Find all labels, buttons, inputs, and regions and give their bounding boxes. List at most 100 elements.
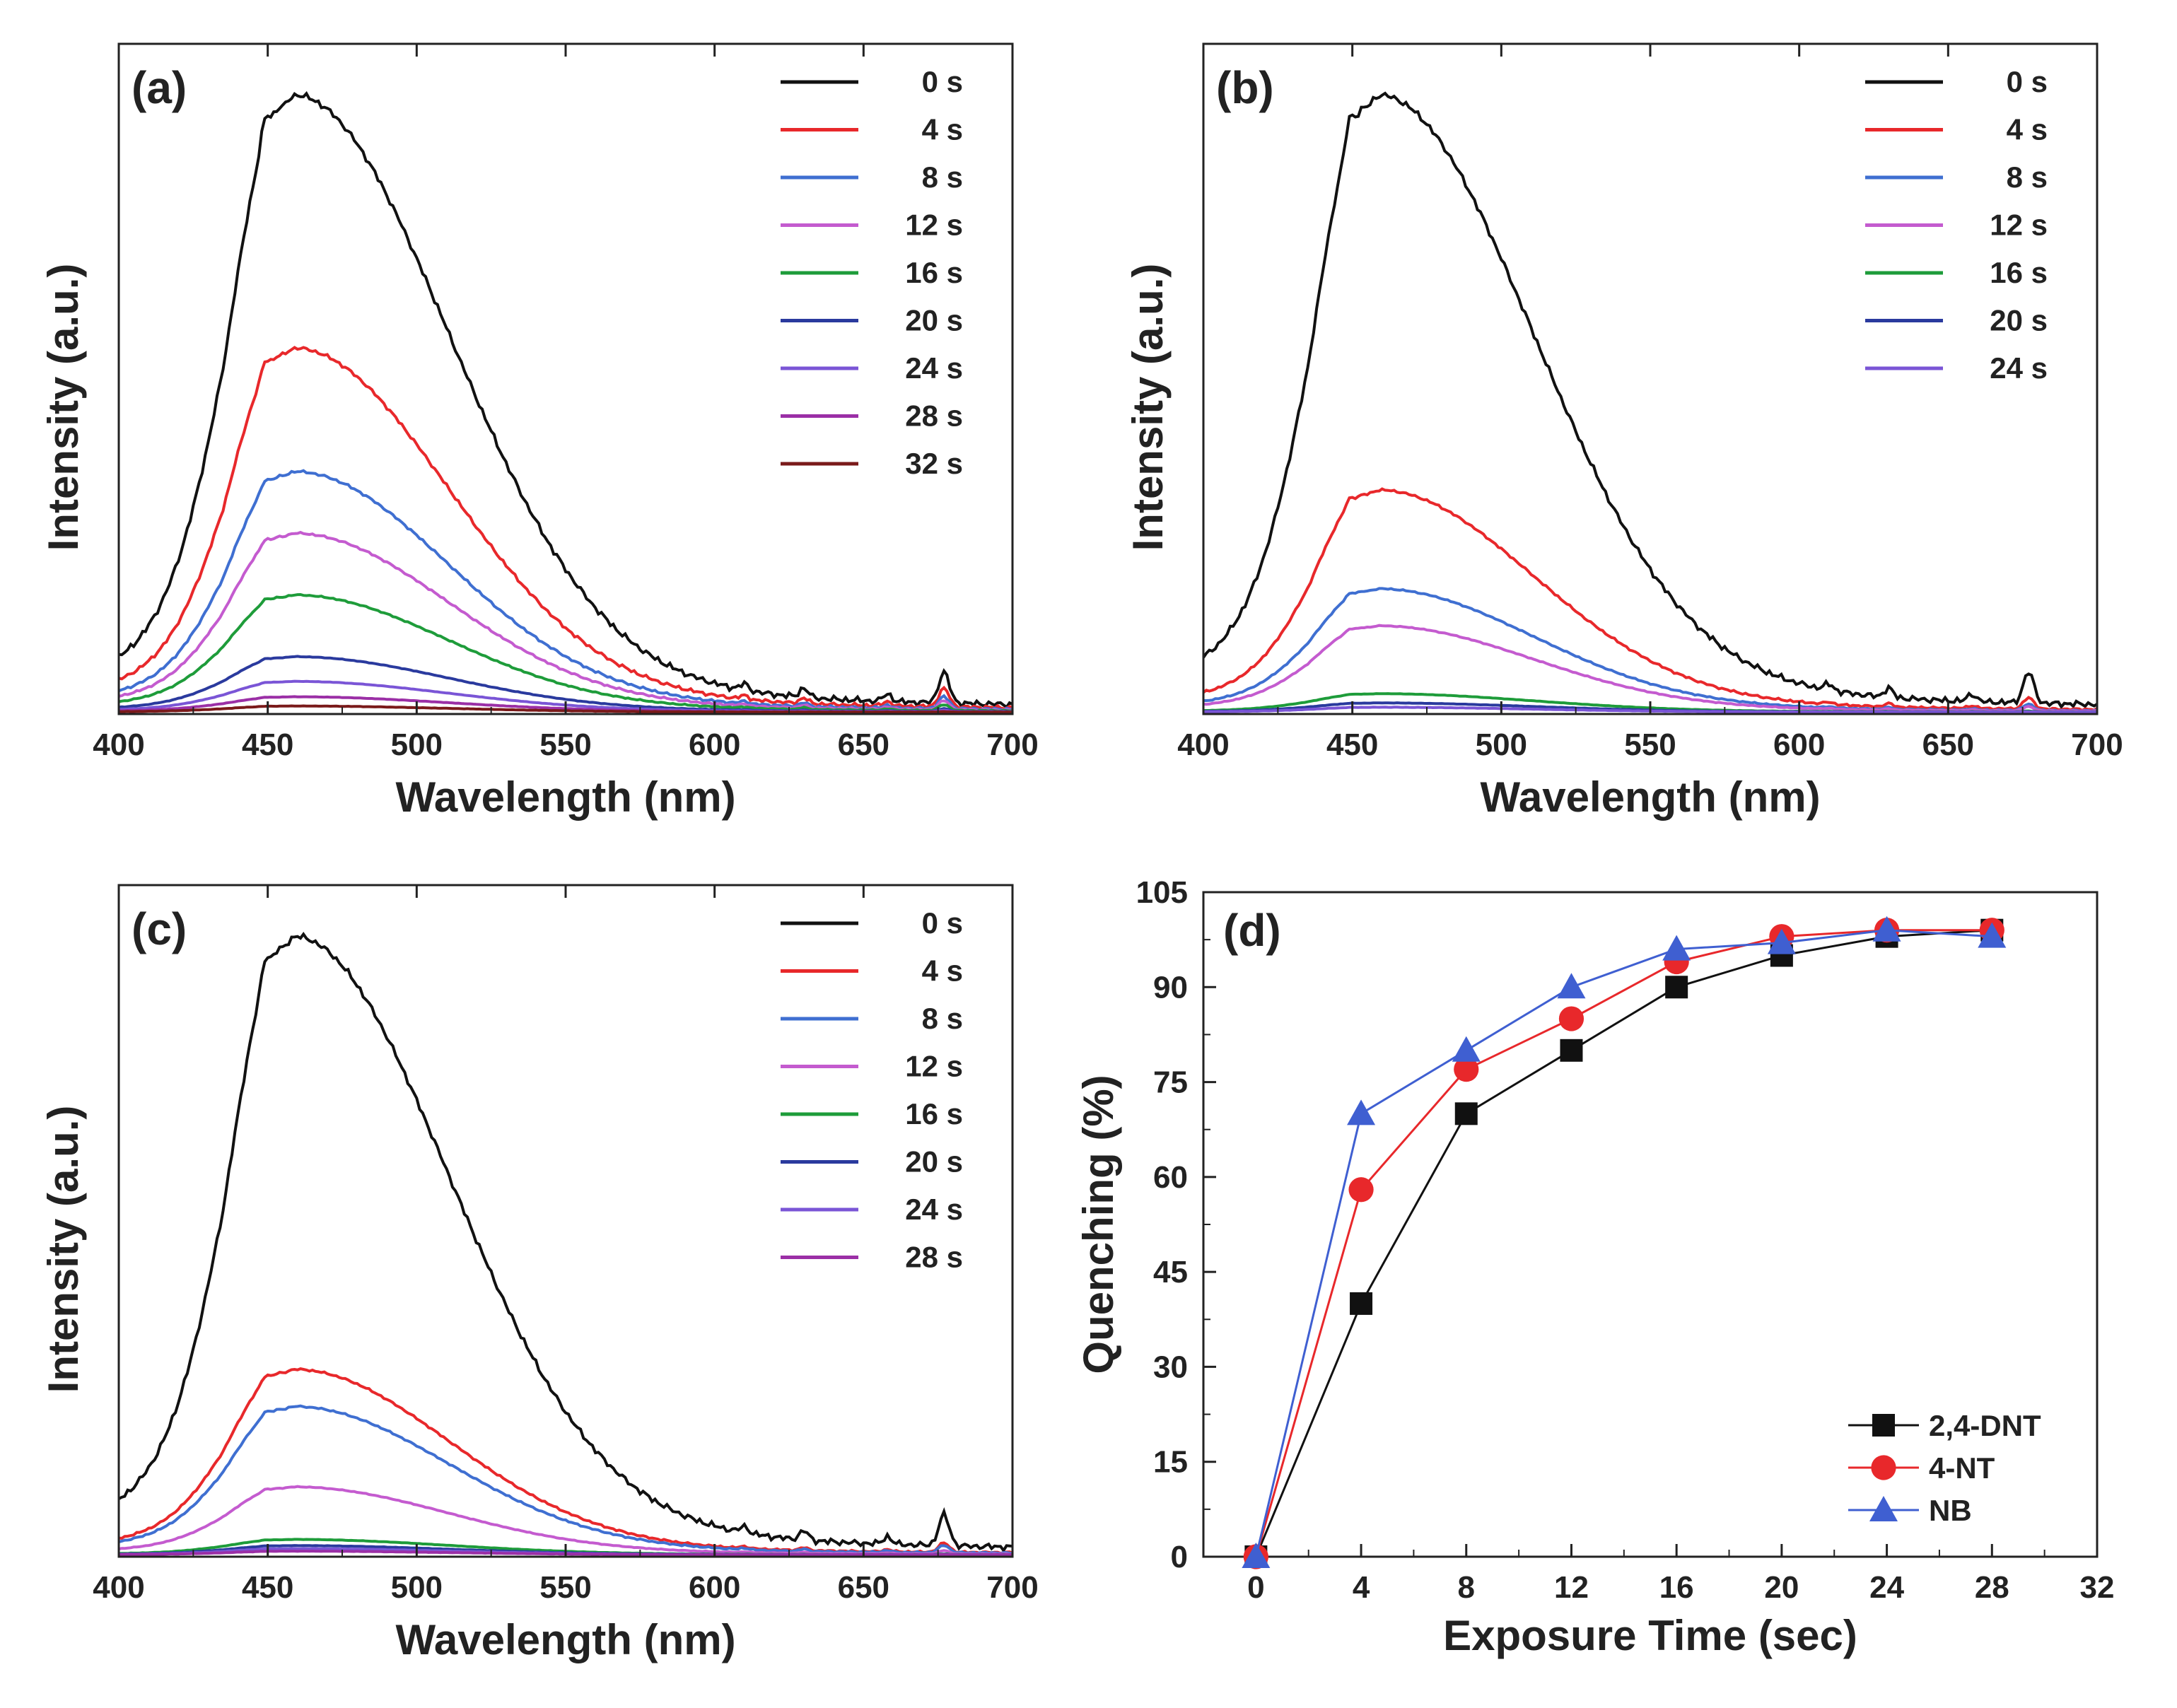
legend-label: 0 s: [922, 906, 963, 940]
data-point: [1869, 1496, 1898, 1521]
y-tick-label: 45: [1153, 1255, 1188, 1289]
x-tick-label: 450: [242, 727, 293, 762]
y-tick-label: 15: [1153, 1445, 1188, 1480]
x-tick-label: 550: [539, 1570, 591, 1605]
legend-label: 28 s: [905, 1241, 963, 1274]
data-point: [1242, 1543, 1271, 1568]
legend: 2,4-DNT 4-NT NB: [1848, 1409, 2041, 1527]
x-tick-label: 20: [1764, 1570, 1799, 1605]
legend-label: 4 s: [922, 113, 963, 146]
legend-label: 8 s: [922, 1002, 963, 1035]
legend-label: 0 s: [2007, 65, 2048, 98]
series-NB: [1242, 916, 2007, 1568]
legend-label: 24 s: [905, 1193, 963, 1226]
x-tick-label: 550: [539, 727, 591, 762]
curve-0s: [118, 90, 1013, 710]
x-axis-title: Exposure Time (sec): [1443, 1612, 1857, 1659]
legend-label: 20 s: [905, 304, 963, 337]
y-axis-title: Quenching (%): [1075, 1075, 1122, 1374]
data-point: [1558, 1006, 1584, 1031]
data-point: [1557, 973, 1586, 999]
curve-8s: [118, 1404, 1013, 1555]
x-tick-label: 500: [1476, 727, 1527, 762]
x-tick-label: 500: [391, 1570, 443, 1605]
data-point: [1454, 1057, 1479, 1082]
y-axis-title: Intensity (a.u.): [40, 264, 87, 551]
legend-label: 4 s: [2007, 113, 2048, 146]
data-point: [1452, 1036, 1481, 1062]
plot-frame: [117, 884, 1014, 1558]
data-point: [1662, 935, 1691, 961]
panel-label: (a): [132, 62, 187, 113]
x-tick-label: 600: [1773, 727, 1825, 762]
legend-label: 28 s: [905, 399, 963, 433]
legend-label: 2,4-DNT: [1929, 1409, 2041, 1442]
curve-4s: [118, 1367, 1013, 1555]
legend-label: 12 s: [1990, 209, 2048, 242]
legend-label: 8 s: [2007, 160, 2048, 194]
y-tick-label: 105: [1136, 875, 1188, 910]
legend-label: 12 s: [905, 1050, 963, 1083]
panel-label: (c): [132, 903, 187, 954]
y-tick-label: 30: [1153, 1350, 1188, 1384]
panel-d: 0 4 8 12 16 20 24 28 32 0 15 30 45 60 75 90 105 Exposure …: [1075, 875, 2114, 1659]
curve-16s: [118, 592, 1013, 713]
data-point: [1454, 1102, 1478, 1125]
panel-b: 400 450 500 550 600 650 700 Wavelength (nm) Inte…: [1124, 42, 2123, 821]
x-tick-label: 700: [986, 727, 1038, 762]
legend-label: 32 s: [905, 447, 963, 480]
series-line: [1255, 929, 1992, 1557]
data-point: [1872, 916, 1901, 942]
data-point: [1560, 1039, 1583, 1062]
x-tick-label: 600: [689, 1570, 740, 1605]
legend: 0 s 4 s 8 s 12 s 16 s 20 s 24 s 28 s 32 s: [781, 65, 963, 480]
legend-label: 24 s: [1990, 351, 2048, 385]
x-tick-label: 32: [2080, 1570, 2115, 1605]
panel-a: 400 450 500 550 600 650 700 Wavelength (nm) Inte…: [40, 42, 1039, 821]
curve-8s: [118, 469, 1012, 712]
legend-label: 8 s: [922, 160, 963, 194]
legend-label: 16 s: [905, 1097, 963, 1130]
data-point: [1872, 1414, 1895, 1437]
y-tick-label: 75: [1153, 1065, 1188, 1100]
plot-frame: [1202, 42, 2099, 715]
x-tick-label: 0: [1247, 1570, 1264, 1605]
x-tick-label: 400: [93, 727, 144, 762]
legend-label: 16 s: [905, 256, 963, 289]
panel-c: 400 450 500 550 600 650 700 Wavelength (nm) Inte…: [40, 884, 1039, 1663]
series-line: [1254, 929, 1992, 1557]
curve-0s: [118, 931, 1013, 1553]
x-tick-label: 4: [1353, 1570, 1370, 1605]
x-tick-label: 16: [1659, 1570, 1694, 1605]
x-tick-label: 650: [838, 1570, 889, 1605]
y-axis-title: Intensity (a.u.): [40, 1106, 87, 1393]
y-tick-label: 60: [1153, 1160, 1188, 1195]
data-point: [1350, 1292, 1373, 1315]
curve-4s: [1202, 487, 2099, 713]
data-point: [1767, 928, 1796, 954]
legend-label: 0 s: [922, 65, 963, 98]
data-point: [1347, 1099, 1376, 1125]
y-tick-label: 0: [1171, 1540, 1188, 1574]
legend-label: 20 s: [1990, 304, 2048, 337]
data-point: [1978, 922, 2007, 948]
x-axis-title: Wavelength (nm): [1480, 773, 1820, 821]
x-tick-label: 8: [1458, 1570, 1475, 1605]
data-point: [1871, 1455, 1896, 1480]
legend-label: 24 s: [905, 351, 963, 385]
legend-label: 4-NT: [1929, 1451, 1995, 1485]
panel-label: (b): [1216, 62, 1274, 113]
data-point: [1665, 976, 1688, 999]
data-point: [1348, 1177, 1374, 1203]
y-tick-label: 90: [1153, 970, 1188, 1005]
legend-label: 16 s: [1990, 256, 2048, 289]
curve-0s: [1202, 91, 2099, 710]
x-axis-title: Wavelength (nm): [395, 773, 735, 821]
legend-label: 20 s: [905, 1145, 963, 1178]
panel-label: (d): [1223, 905, 1281, 956]
x-tick-label: 450: [242, 1570, 293, 1605]
x-tick-label: 650: [1922, 727, 1974, 762]
x-tick-label: 12: [1554, 1570, 1589, 1605]
legend-label: NB: [1929, 1494, 1972, 1527]
